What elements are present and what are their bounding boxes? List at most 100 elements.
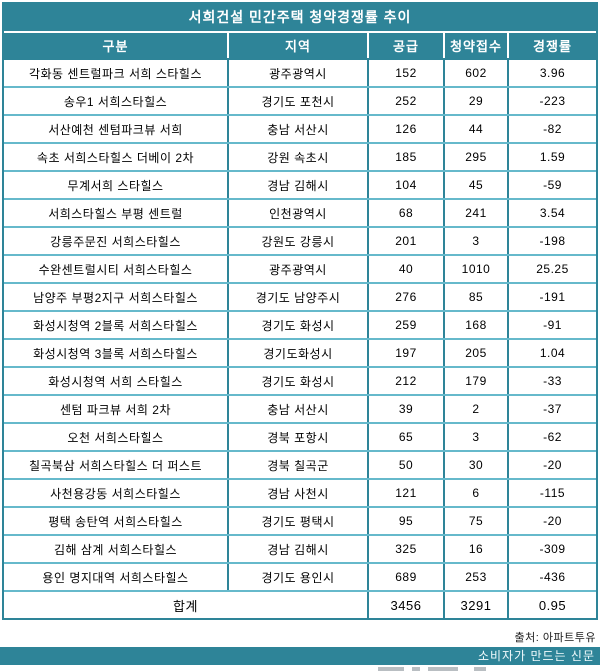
cell-rate: -436 [507, 563, 596, 592]
cell-applications: 602 [443, 59, 508, 88]
cell-region: 경기도 화성시 [227, 367, 368, 396]
table-row: 각화동 센트럴파크 서희 스타힐스 광주광역시 152 602 3.96 [4, 59, 596, 88]
total-label: 합계 [4, 591, 368, 618]
cell-name: 남양주 부평2지구 서희스타힐스 [4, 283, 228, 312]
table-row: 서산예천 센텀파크뷰 서희 충남 서산시 126 44 -82 [4, 115, 596, 144]
cell-applications: 2 [443, 395, 508, 424]
total-applications: 3291 [443, 591, 508, 618]
table-row: 남양주 부평2지구 서희스타힐스 경기도 남양주시 276 85 -191 [4, 283, 596, 312]
cell-name: 서산예천 센텀파크뷰 서희 [4, 115, 228, 144]
cell-rate: 1.59 [507, 143, 596, 172]
cell-supply: 68 [367, 199, 444, 228]
cell-rate: -91 [507, 311, 596, 340]
cell-name: 센텀 파크뷰 서희 2차 [4, 395, 228, 424]
cell-rate: 1.04 [507, 339, 596, 368]
cell-rate: -62 [507, 423, 596, 452]
total-supply: 3456 [367, 591, 444, 618]
cell-name: 강릉주문진 서희스타힐스 [4, 227, 228, 256]
col-header-supply: 공급 [367, 33, 444, 60]
cell-rate: -20 [507, 451, 596, 480]
glyph-fragment [412, 667, 420, 671]
cell-rate: -309 [507, 535, 596, 564]
cell-applications: 179 [443, 367, 508, 396]
cell-rate: -198 [507, 227, 596, 256]
cell-region: 경남 김해시 [227, 171, 368, 200]
cell-name: 속초 서희스타힐스 더베이 2차 [4, 143, 228, 172]
table-row: 센텀 파크뷰 서희 2차 충남 서산시 39 2 -37 [4, 395, 596, 424]
glyph-fragment [428, 667, 458, 671]
cell-applications: 295 [443, 143, 508, 172]
cell-supply: 689 [367, 563, 444, 592]
cell-applications: 3 [443, 423, 508, 452]
cell-region: 강원도 강릉시 [227, 227, 368, 256]
cell-name: 칠곡북삼 서희스타힐스 더 퍼스트 [4, 451, 228, 480]
table-header: 구분 지역 공급 청약접수 경쟁률 [4, 33, 596, 60]
col-header-rate: 경쟁률 [507, 33, 596, 60]
cell-supply: 276 [367, 283, 444, 312]
cell-name: 화성시청역 2블록 서희스타힐스 [4, 311, 228, 340]
cell-supply: 39 [367, 395, 444, 424]
cell-name: 각화동 센트럴파크 서희 스타힐스 [4, 59, 228, 88]
table-row: 강릉주문진 서희스타힐스 강원도 강릉시 201 3 -198 [4, 227, 596, 256]
cell-rate: -115 [507, 479, 596, 508]
cell-region: 충남 서산시 [227, 115, 368, 144]
cutoff-text-fragments [378, 667, 488, 672]
cell-name: 송우1 서희스타힐스 [4, 87, 228, 116]
cell-name: 화성시청역 서희 스타힐스 [4, 367, 228, 396]
cell-applications: 168 [443, 311, 508, 340]
cell-region: 경기도 용인시 [227, 563, 368, 592]
cell-name: 서희스타힐스 부평 센트럴 [4, 199, 228, 228]
cell-name: 김해 삼계 서희스타힐스 [4, 535, 228, 564]
cell-supply: 325 [367, 535, 444, 564]
cell-name: 화성시청역 3블록 서희스타힐스 [4, 339, 228, 368]
cell-supply: 152 [367, 59, 444, 88]
cell-region: 경남 사천시 [227, 479, 368, 508]
cell-supply: 212 [367, 367, 444, 396]
table-row: 무계서희 스타힐스 경남 김해시 104 45 -59 [4, 171, 596, 200]
cell-region: 광주광역시 [227, 59, 368, 88]
cell-rate: 3.96 [507, 59, 596, 88]
cell-region: 경남 김해시 [227, 535, 368, 564]
table-row: 서희스타힐스 부평 센트럴 인천광역시 68 241 3.54 [4, 199, 596, 228]
header-row: 구분 지역 공급 청약접수 경쟁률 [4, 33, 596, 60]
table-row: 오천 서희스타힐스 경북 포항시 65 3 -62 [4, 423, 596, 452]
cell-applications: 253 [443, 563, 508, 592]
cell-supply: 126 [367, 115, 444, 144]
cell-rate: -59 [507, 171, 596, 200]
table-row: 화성시청역 2블록 서희스타힐스 경기도 화성시 259 168 -91 [4, 311, 596, 340]
cell-supply: 201 [367, 227, 444, 256]
cell-name: 오천 서희스타힐스 [4, 423, 228, 452]
cell-supply: 252 [367, 87, 444, 116]
table-row: 용인 명지대역 서희스타힐스 경기도 용인시 689 253 -436 [4, 563, 596, 592]
cell-name: 무계서희 스타힐스 [4, 171, 228, 200]
col-header-category: 구분 [4, 33, 228, 60]
cell-supply: 121 [367, 479, 444, 508]
cell-rate: 25.25 [507, 255, 596, 284]
cell-supply: 185 [367, 143, 444, 172]
table-row: 속초 서희스타힐스 더베이 2차 강원 속초시 185 295 1.59 [4, 143, 596, 172]
cell-supply: 40 [367, 255, 444, 284]
cell-supply: 50 [367, 451, 444, 480]
source-note: 출처: 아파트투유 [514, 632, 596, 644]
cell-applications: 241 [443, 199, 508, 228]
total-rate: 0.95 [507, 591, 596, 618]
table-row: 김해 삼계 서희스타힐스 경남 김해시 325 16 -309 [4, 535, 596, 564]
cell-supply: 197 [367, 339, 444, 368]
cell-applications: 75 [443, 507, 508, 536]
cell-region: 충남 서산시 [227, 395, 368, 424]
glyph-fragment [378, 667, 404, 671]
cell-region: 경북 칠곡군 [227, 451, 368, 480]
cell-applications: 205 [443, 339, 508, 368]
cell-applications: 44 [443, 115, 508, 144]
cell-rate: -223 [507, 87, 596, 116]
cell-supply: 65 [367, 423, 444, 452]
table-row: 사천용강동 서희스타힐스 경남 사천시 121 6 -115 [4, 479, 596, 508]
competition-rate-table: 서희건설 민간주택 청약경쟁률 추이 구분 지역 공급 청약접수 경쟁률 각화동… [2, 2, 598, 620]
col-header-region: 지역 [227, 33, 368, 60]
table-row: 칠곡북삼 서희스타힐스 더 퍼스트 경북 칠곡군 50 30 -20 [4, 451, 596, 480]
cell-region: 경북 포항시 [227, 423, 368, 452]
table-title: 서희건설 민간주택 청약경쟁률 추이 [4, 4, 596, 33]
cell-applications: 85 [443, 283, 508, 312]
cell-region: 경기도화성시 [227, 339, 368, 368]
